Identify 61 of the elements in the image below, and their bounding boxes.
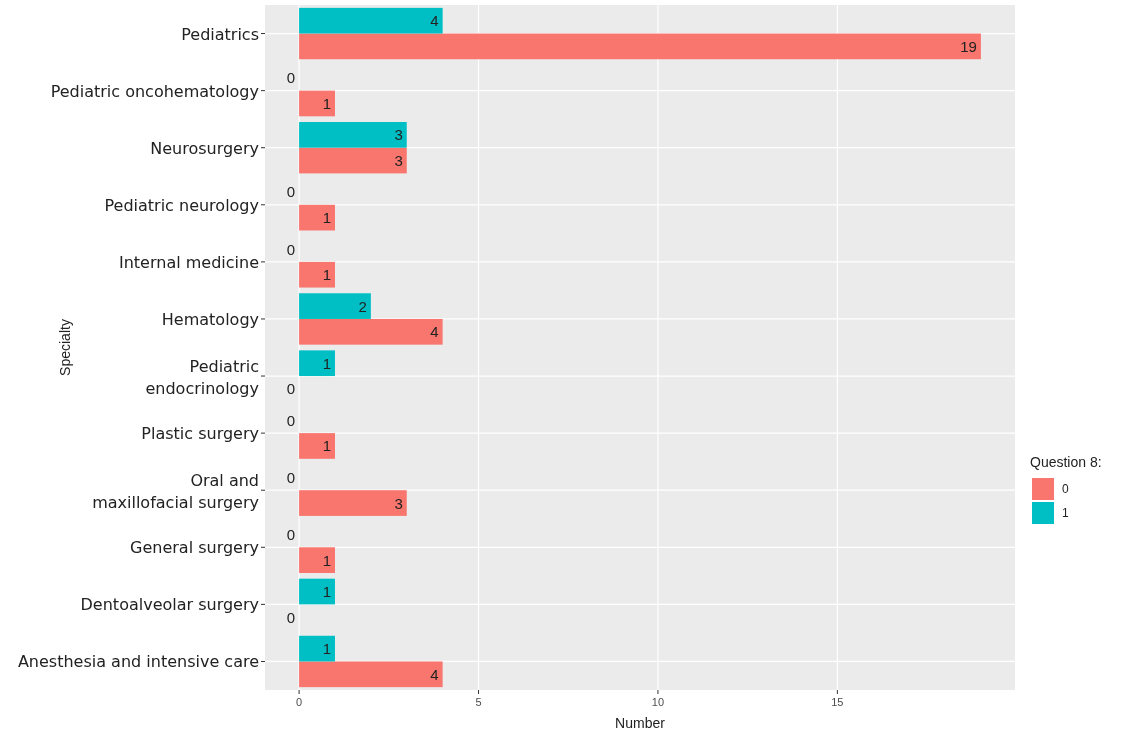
data-label: 1 xyxy=(322,583,331,601)
bar xyxy=(299,350,335,377)
bar xyxy=(299,122,407,148)
data-label: 3 xyxy=(394,494,403,512)
data-label: 1 xyxy=(322,437,331,455)
x-tick-label: 0 xyxy=(296,696,303,708)
y-tick-label: Internal medicine xyxy=(118,252,259,272)
data-label: 1 xyxy=(322,640,331,658)
bar xyxy=(299,261,335,288)
legend-label: 0 xyxy=(1062,482,1069,496)
data-label: 3 xyxy=(394,152,403,170)
bar xyxy=(299,7,443,34)
data-label: 0 xyxy=(286,468,296,486)
data-label: 3 xyxy=(394,126,403,144)
bar xyxy=(299,635,335,662)
y-tick-label: Plastic surgery xyxy=(141,423,259,443)
y-tick-label: Pediatric neurology xyxy=(104,195,259,215)
bar xyxy=(299,490,407,516)
y-tick-label: General surgery xyxy=(130,537,259,557)
bar xyxy=(299,147,407,174)
data-label: 19 xyxy=(960,37,977,55)
data-label: 1 xyxy=(322,266,331,284)
y-tick-label: Pediatric oncohematology xyxy=(50,81,259,101)
data-label: 1 xyxy=(322,94,331,112)
bar xyxy=(299,204,335,231)
data-label: 1 xyxy=(322,551,331,569)
y-tick-label: Oral and maxillofacial surgery xyxy=(92,470,259,512)
bar xyxy=(299,433,335,459)
data-label: 1 xyxy=(322,354,331,372)
bar xyxy=(299,318,443,345)
data-label: 0 xyxy=(286,411,296,429)
y-tick-label: Hematology xyxy=(161,309,259,329)
data-label: 0 xyxy=(286,380,296,398)
data-label: 4 xyxy=(430,323,439,341)
data-label: 4 xyxy=(430,12,439,30)
bar xyxy=(299,578,335,605)
y-tick-label: Pediatrics xyxy=(181,24,259,44)
data-label: 0 xyxy=(286,183,296,201)
data-label: 2 xyxy=(358,297,367,315)
x-tick-label: 15 xyxy=(831,696,844,708)
bar xyxy=(299,293,371,319)
bar xyxy=(299,547,335,573)
x-tick-label: 5 xyxy=(475,696,482,708)
data-label: 1 xyxy=(322,209,331,227)
x-axis-title: Number xyxy=(615,715,666,731)
bar xyxy=(299,33,981,60)
y-tick-label: Pediatric endocrinology xyxy=(145,356,259,398)
data-label: 0 xyxy=(286,608,296,626)
y-tick-label: Anesthesia and intensive care xyxy=(17,651,259,671)
bar xyxy=(299,90,335,117)
bar xyxy=(299,661,443,688)
x-tick-label: 10 xyxy=(651,696,665,708)
y-axis-title: Specialty xyxy=(57,319,73,376)
data-label: 0 xyxy=(286,525,296,543)
legend-label: 1 xyxy=(1062,506,1069,520)
data-label: 0 xyxy=(286,240,296,258)
legend-title: Question 8: xyxy=(1030,454,1102,470)
data-label: 0 xyxy=(286,69,296,87)
y-tick-label: Neurosurgery xyxy=(150,138,259,158)
data-label: 4 xyxy=(430,665,439,683)
y-tick-label: Dentoalveolar surgery xyxy=(80,594,259,614)
